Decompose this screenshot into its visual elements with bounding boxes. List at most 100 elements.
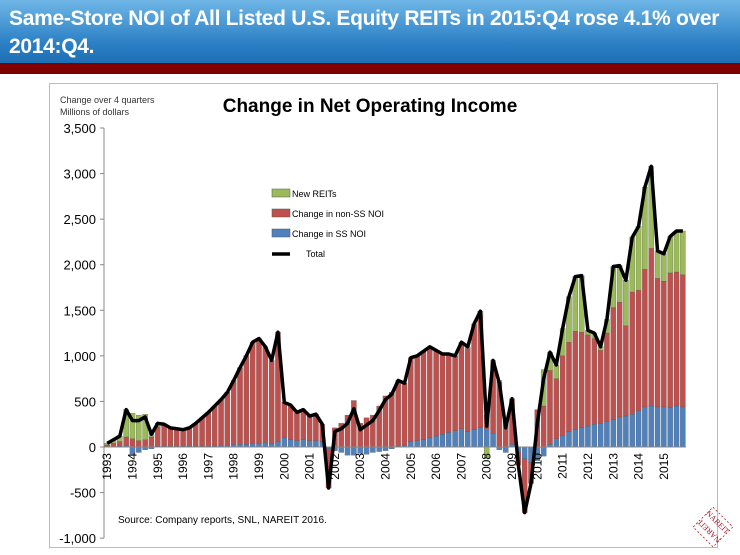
bar-ss	[680, 406, 686, 448]
bar-new	[673, 230, 680, 273]
x-tick-label: 1993	[100, 453, 114, 480]
bar-nonss	[262, 346, 269, 443]
bar-ss	[249, 443, 256, 448]
bar-new	[654, 250, 661, 279]
legend-label: Total	[306, 249, 325, 259]
bar-ss	[427, 437, 433, 448]
legend-swatch-nonss	[271, 208, 291, 218]
bar-nonss	[623, 325, 629, 417]
bar-ss	[490, 433, 496, 448]
x-tick-label: 2011	[556, 453, 570, 479]
bar-ss	[382, 446, 389, 451]
bar-nonss	[129, 438, 136, 448]
bar-ss	[610, 419, 616, 448]
legend-swatch-ss	[271, 228, 291, 238]
bar-ss	[616, 416, 623, 448]
x-tick-label: 1996	[176, 453, 190, 480]
bar-ss	[281, 437, 288, 448]
bar-nonss	[148, 436, 155, 448]
x-tick-label: 2004	[379, 453, 393, 480]
bar-nonss	[243, 355, 250, 445]
total-line	[106, 164, 683, 515]
bar-ss	[439, 434, 446, 448]
bar-ss	[313, 440, 319, 448]
bar-nonss	[673, 271, 680, 407]
bar-ss	[357, 446, 363, 454]
bar-nonss	[218, 399, 224, 446]
bar-nonss	[211, 405, 218, 447]
bar-ss	[661, 406, 667, 448]
bar-ss	[572, 429, 579, 448]
bar-nonss	[268, 360, 275, 444]
bar-nonss	[680, 274, 686, 408]
y-unit-line-2: Millions of dollars	[60, 107, 130, 117]
bar-ss	[408, 441, 414, 448]
slide-title: Same-Store NOI of All Listed U.S. Equity…	[9, 7, 720, 58]
bar-nonss	[471, 325, 477, 430]
bar-nonss	[401, 383, 408, 446]
bar-ss	[471, 429, 477, 448]
x-tick-label: 1999	[252, 453, 266, 480]
bar-new	[635, 226, 642, 291]
chart-title: Change in Net Operating Income	[223, 96, 518, 117]
bar-ss	[446, 432, 452, 448]
bar-ss	[566, 431, 572, 448]
bar-ss	[294, 440, 300, 448]
bar-nonss	[167, 427, 174, 447]
bar-nonss	[597, 350, 604, 424]
bar-nonss	[180, 429, 186, 447]
bar-nonss	[559, 355, 566, 436]
bar-nonss	[465, 348, 471, 432]
bar-nonss	[136, 440, 142, 448]
bar-nonss	[439, 353, 446, 435]
bar-nonss	[591, 338, 597, 425]
bar-nonss	[389, 392, 395, 448]
y-tick-label: 3,500	[63, 121, 96, 136]
header-band	[0, 63, 740, 74]
bar-nonss	[566, 342, 572, 432]
bar-nonss	[123, 436, 129, 446]
x-tick-label: 2001	[303, 453, 317, 480]
bar-nonss	[427, 346, 433, 439]
bar-nonss	[446, 353, 452, 433]
legend-label: New REITs	[292, 189, 337, 199]
bar-nonss	[414, 355, 420, 441]
bar-ss	[521, 446, 528, 459]
bar-ss	[604, 421, 610, 448]
x-tick-label: 2015	[657, 453, 671, 480]
bar-nonss	[654, 278, 661, 408]
bar-nonss	[306, 415, 313, 441]
x-tick-label: 1997	[201, 453, 215, 480]
bar-nonss	[433, 350, 439, 437]
source-note: Source: Company reports, SNL, NAREIT 201…	[118, 515, 327, 526]
bar-nonss	[420, 351, 427, 440]
bar-nonss	[224, 392, 231, 446]
bar-nonss	[142, 439, 148, 448]
bar-nonss	[553, 378, 560, 439]
bar-nonss	[629, 291, 635, 415]
bar-ss	[433, 435, 439, 448]
legend-label: Change in non-SS NOI	[292, 209, 384, 219]
x-tick-label: 2003	[353, 453, 367, 480]
bar-nonss	[635, 290, 642, 411]
bar-ss	[623, 415, 629, 448]
bar-ss	[268, 443, 275, 448]
bar-ss	[465, 431, 471, 448]
bar-nonss	[661, 280, 667, 408]
y-tick-label: -500	[70, 486, 96, 501]
bar-nonss	[117, 441, 123, 447]
legend-label: Change in SS NOI	[292, 229, 366, 239]
chart-frame	[49, 83, 718, 548]
bar-nonss	[205, 412, 212, 447]
bar-ss	[559, 435, 566, 448]
x-tick-label: 2000	[277, 453, 291, 480]
bar-ss	[306, 440, 313, 448]
bar-ss	[262, 442, 269, 448]
y-unit-line-1: Change over 4 quarters	[60, 95, 155, 105]
x-tick-label: 2014	[632, 453, 646, 480]
bar-nonss	[230, 380, 237, 445]
y-tick-label: -1,000	[59, 531, 96, 546]
x-tick-label: 2005	[404, 453, 418, 480]
bar-nonss	[281, 402, 288, 439]
bar-ss	[642, 406, 648, 448]
